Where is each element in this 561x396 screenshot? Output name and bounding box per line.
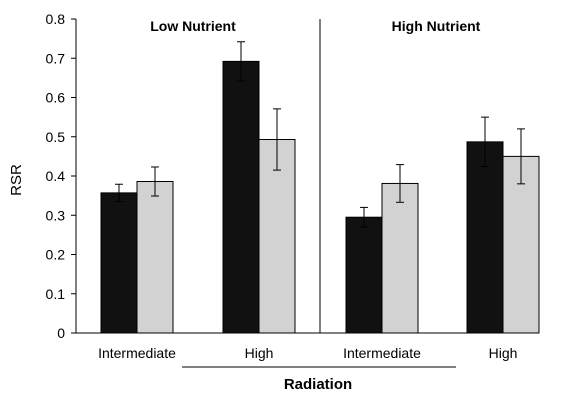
y-tick-label: 0.5 [46, 129, 66, 145]
bar [136, 180, 174, 334]
y-tick-label: 0.2 [46, 247, 66, 263]
x-tick-label: High [489, 345, 518, 361]
bar [100, 192, 138, 334]
bar [466, 141, 504, 334]
panel-label: High Nutrient [392, 18, 481, 34]
y-tick-label: 0.4 [46, 168, 66, 184]
panel-label: Low Nutrient [150, 18, 236, 34]
y-tick-label: 0.8 [46, 11, 66, 27]
labels: Low Nutrient High Nutrient [150, 18, 480, 34]
bars [100, 41, 540, 334]
y-tick-label: 0 [57, 325, 65, 341]
bar [258, 138, 296, 334]
bar [222, 60, 260, 334]
y-tick-label: 0.1 [46, 286, 66, 302]
y-axis: 0 0.1 0.2 0.3 0.4 0.5 0.6 0.7 0.8 [46, 11, 77, 341]
y-tick-label: 0.7 [46, 50, 66, 66]
bar [381, 182, 419, 334]
y-axis-title: RSR [8, 164, 25, 196]
y-tick-label: 0.3 [46, 207, 66, 223]
x-axis-title: Radiation [284, 376, 352, 393]
bar [345, 216, 383, 334]
y-tick-label: 0.6 [46, 90, 66, 106]
x-tick-label: Intermediate [98, 345, 176, 361]
x-tick-label: Intermediate [343, 345, 421, 361]
bar [502, 155, 540, 334]
x-tick-label: High [245, 345, 274, 361]
